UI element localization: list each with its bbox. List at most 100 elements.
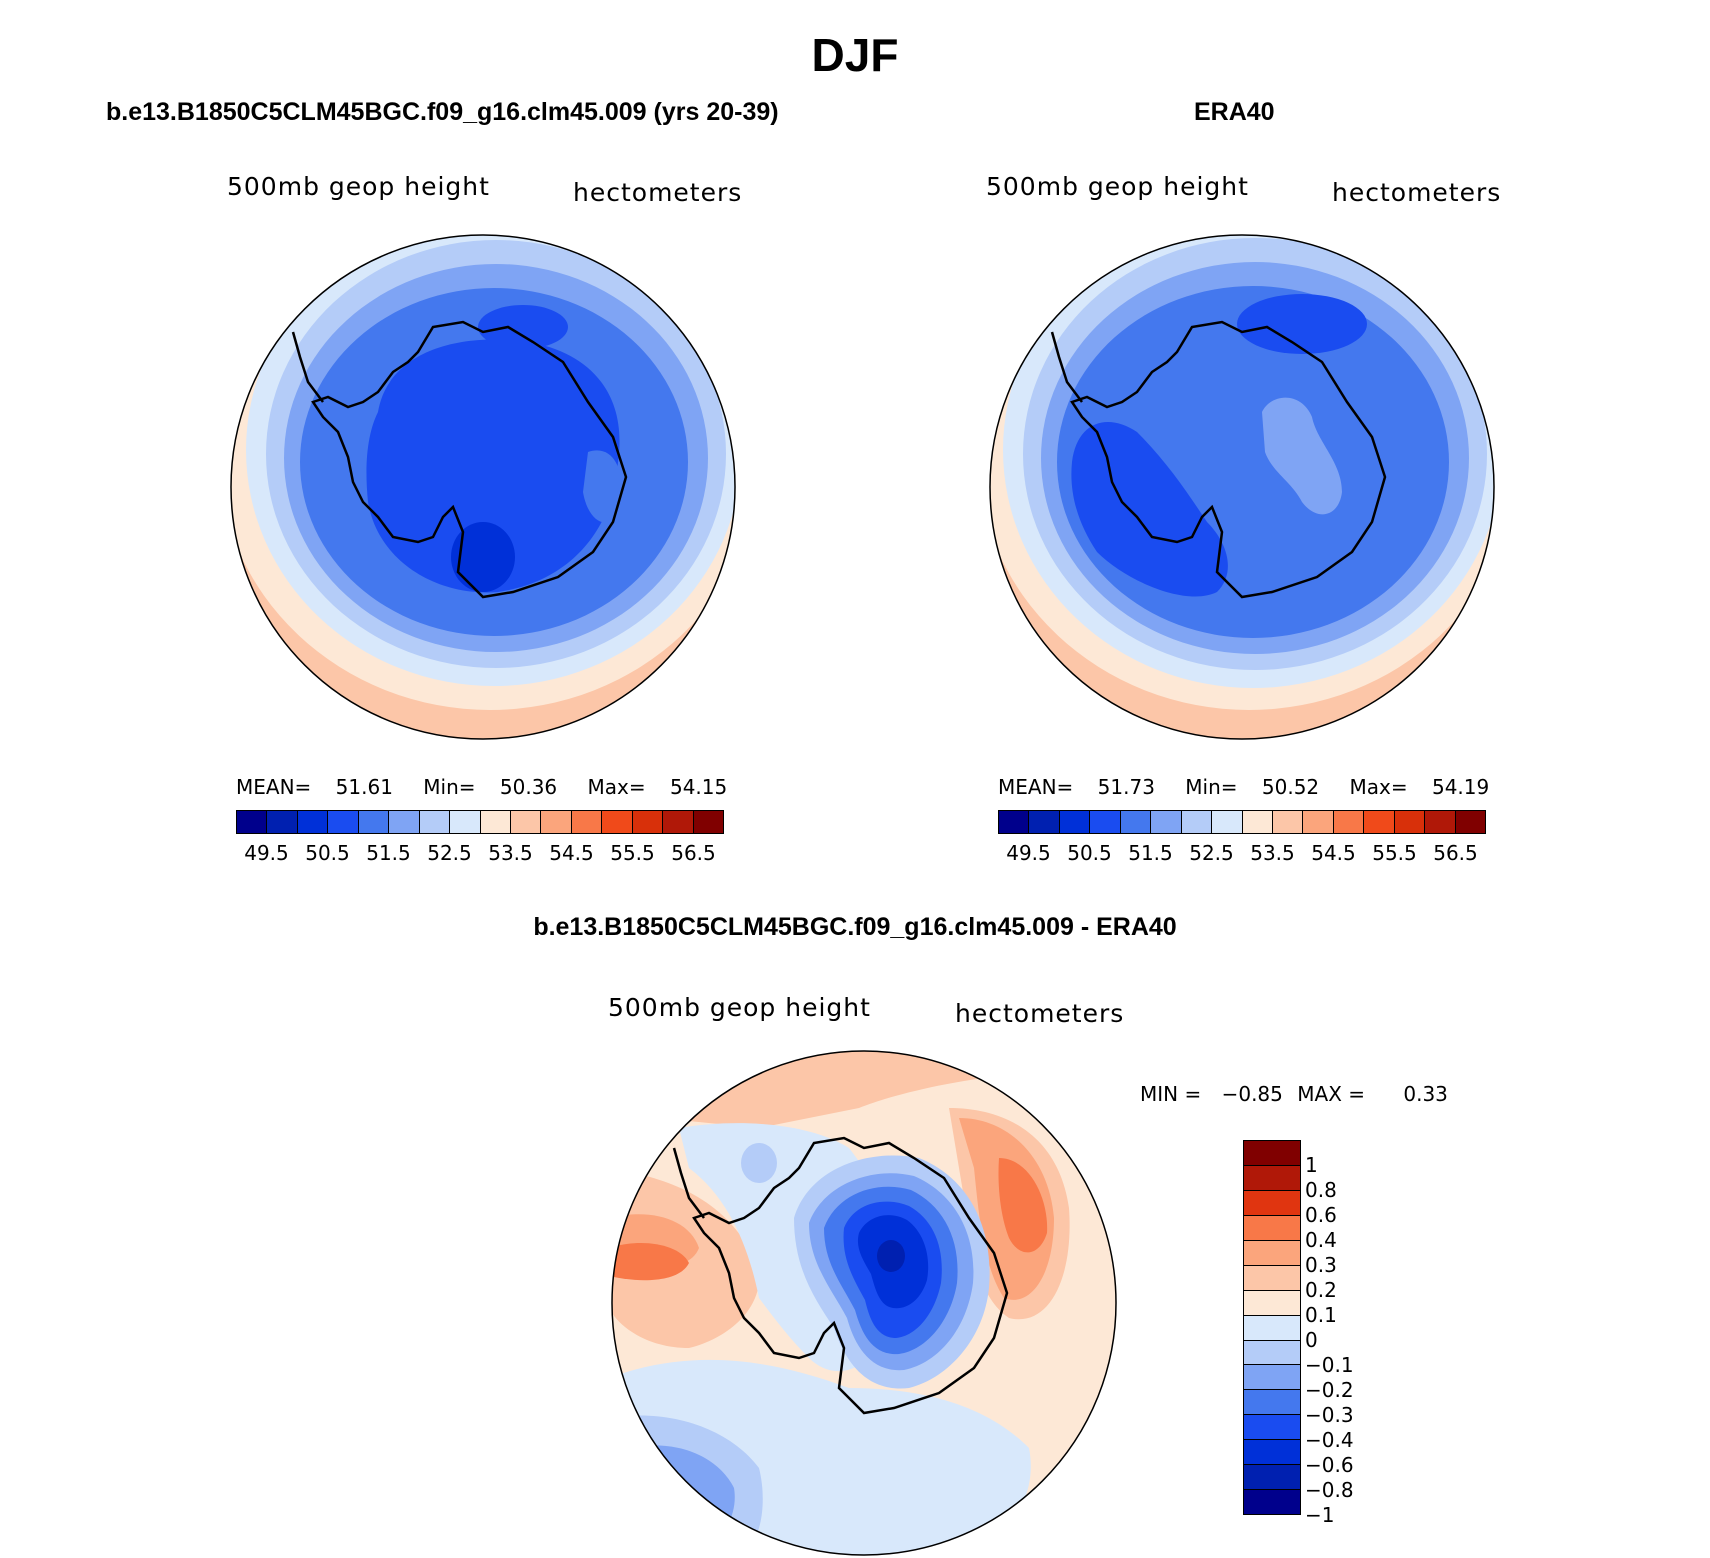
colorbar-swatch: [358, 811, 390, 833]
panel1-variable: 500mb geop height: [227, 172, 490, 201]
colorbar-swatch: [1120, 811, 1152, 833]
colorbar-tick-label: −0.8: [1305, 1478, 1354, 1502]
panel2-map-border: [989, 234, 1495, 740]
colorbar-tick-label: 0: [1305, 1328, 1318, 1352]
colorbar-swatch: [1090, 811, 1121, 833]
panel2-contour-deep-blue: [1071, 422, 1228, 597]
colorbar-tick-label: 51.5: [366, 841, 411, 865]
panel3-contour-small-negative: [741, 1143, 777, 1183]
panel1-max-label: Max=: [587, 775, 646, 799]
panel1-colorbar-ticks: 49.5 50.5 51.5 52.5 53.5 54.5 55.5 56.5: [236, 841, 724, 865]
colorbar-swatch: [1029, 811, 1060, 833]
panel1-mean-label: MEAN=: [236, 775, 312, 799]
colorbar-swatch: [632, 811, 664, 833]
panel1-antarctica-coastline: [311, 320, 628, 599]
panel1-max-value: 54.15: [669, 775, 728, 799]
colorbar-tick-label: 54.5: [549, 841, 594, 865]
colorbar-swatch: [1244, 1141, 1300, 1166]
colorbar-tick-label: −0.1: [1305, 1353, 1354, 1377]
panel2-min-label: Min=: [1185, 775, 1238, 799]
panel2-contour-north-low: [1237, 294, 1367, 354]
colorbar-swatch: [1244, 1390, 1300, 1416]
colorbar-swatch: [602, 811, 633, 833]
colorbar-tick-label: 49.5: [1006, 841, 1051, 865]
colorbar-swatch: [1394, 811, 1426, 833]
colorbar-swatch: [1244, 1340, 1300, 1366]
panel2-stats: MEAN= 51.73 Min= 50.52 Max= 54.19: [998, 775, 1489, 799]
colorbar-swatch: [541, 811, 572, 833]
colorbar-tick-label: −0.6: [1305, 1453, 1354, 1477]
panel1-contour-min-center: [451, 522, 515, 592]
panel3-map: [611, 1050, 1117, 1556]
colorbar-swatch: [1244, 1440, 1300, 1466]
colorbar-swatch: [1244, 1190, 1300, 1216]
colorbar-swatch: [1181, 811, 1213, 833]
colorbar-swatch: [1244, 1215, 1300, 1241]
panel2-units: hectometers: [1332, 178, 1502, 207]
colorbar-tick-label: 54.5: [1311, 841, 1356, 865]
panel1-contour-deep-blue: [366, 339, 620, 593]
panel1-title: b.e13.B1850C5CLM45BGC.f09_g16.clm45.009 …: [106, 98, 779, 126]
colorbar-swatch: [1333, 811, 1365, 833]
panel2-mean-value: 51.73: [1097, 775, 1155, 799]
panel2-title: ERA40: [1194, 98, 1275, 126]
panel3-max-label: MAX =: [1297, 1082, 1366, 1106]
colorbar-tick-label: 50.5: [305, 841, 350, 865]
colorbar-tick-label: −1: [1305, 1503, 1335, 1527]
colorbar-tick-label: 52.5: [427, 841, 472, 865]
colorbar-swatch: [1364, 811, 1395, 833]
colorbar-swatch: [663, 811, 694, 833]
colorbar-swatch: [1151, 811, 1182, 833]
colorbar-tick-label: 53.5: [1250, 841, 1295, 865]
colorbar-swatch: [267, 811, 298, 833]
colorbar-tick-label: 50.5: [1067, 841, 1112, 865]
panel3-colorbar-ticks: 1 0.8 0.6 0.4 0.3 0.2 0.1 0 −0.1 −0.2 −0.3 −0.4 −0.6…: [1305, 1140, 1405, 1527]
colorbar-tick-label: 0.8: [1305, 1178, 1337, 1202]
colorbar-swatch: [1272, 811, 1304, 833]
panel1-mean-value: 51.61: [335, 775, 393, 799]
colorbar-tick-label: 1: [1305, 1153, 1318, 1177]
colorbar-tick-label: 0.4: [1305, 1228, 1337, 1252]
panel3-title: b.e13.B1850C5CLM45BGC.f09_g16.clm45.009 …: [533, 913, 1177, 941]
panel3-units: hectometers: [955, 999, 1125, 1028]
panel2-antarctica-coastline: [1070, 320, 1387, 599]
panel2-colorbar-ticks: 49.5 50.5 51.5 52.5 53.5 54.5 55.5 56.5: [998, 841, 1486, 865]
panel2-max-label: Max=: [1349, 775, 1408, 799]
panel3-contour-east-max: [998, 1158, 1048, 1253]
panel1-min-value: 50.36: [499, 775, 558, 799]
panel2-max-value: 54.19: [1431, 775, 1490, 799]
colorbar-tick-label: 0.3: [1305, 1253, 1337, 1277]
panel2-map: [989, 234, 1495, 740]
colorbar-tick-label: 51.5: [1128, 841, 1173, 865]
colorbar-tick-label: −0.4: [1305, 1428, 1354, 1452]
colorbar-swatch: [1244, 1240, 1300, 1266]
colorbar-swatch: [237, 811, 268, 833]
colorbar-swatch: [1244, 1265, 1300, 1291]
colorbar-tick-label: 0.2: [1305, 1278, 1337, 1302]
colorbar-swatch: [1425, 811, 1456, 833]
panel3-colorbar: [1243, 1140, 1301, 1515]
colorbar-swatch: [999, 811, 1030, 833]
panel2-colorbar: [998, 810, 1486, 834]
colorbar-swatch: [510, 811, 542, 833]
panel2-variable: 500mb geop height: [986, 172, 1249, 201]
colorbar-swatch: [480, 811, 511, 833]
colorbar-swatch: [1244, 1165, 1300, 1191]
colorbar-swatch: [450, 811, 481, 833]
panel3-min-value: −0.85: [1221, 1082, 1283, 1106]
colorbar-swatch: [1244, 1490, 1300, 1515]
panel1-colorbar: [236, 810, 724, 834]
colorbar-swatch: [693, 811, 723, 833]
panel3-minmax: MIN = −0.85 MAX = 0.33: [1140, 1082, 1448, 1106]
colorbar-swatch: [1244, 1365, 1300, 1391]
panel2-peninsula-coastline: [1050, 331, 1083, 403]
colorbar-tick-label: 49.5: [244, 841, 289, 865]
panel3-min-label: MIN =: [1140, 1082, 1202, 1106]
panel1-peninsula-coastline: [291, 331, 324, 403]
panel2-contour-inner-high: [1262, 397, 1342, 515]
panel3-contour-west-max: [612, 1243, 689, 1281]
colorbar-swatch: [389, 811, 420, 833]
colorbar-swatch: [1212, 811, 1243, 833]
panel1-stats: MEAN= 51.61 Min= 50.36 Max= 54.15: [236, 775, 727, 799]
colorbar-swatch: [1244, 1290, 1300, 1316]
